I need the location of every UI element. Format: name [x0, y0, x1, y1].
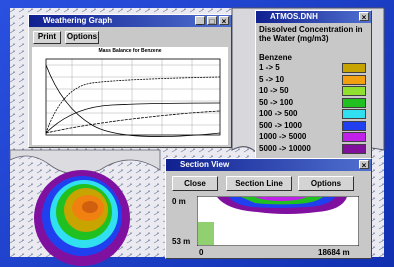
- close-x[interactable]: ×: [359, 12, 369, 21]
- legend-swatch: [342, 75, 366, 85]
- depth-top: 0 m: [172, 197, 186, 206]
- legend-label: 50 -> 100: [259, 98, 293, 107]
- close-x[interactable]: ×: [359, 160, 369, 169]
- distance-start: 0: [199, 248, 203, 257]
- window-title: Section View: [180, 160, 229, 169]
- weathering-window: Weathering Graph _□× Print Options Mass B…: [28, 14, 232, 148]
- chart-area: Mass Balance for Benzene: [32, 47, 228, 145]
- legend-label: 5000 -> 10000: [259, 144, 311, 153]
- substance: Benzene: [259, 53, 292, 62]
- section-window: Section View × Close Section Line Options…: [165, 158, 372, 259]
- legend-heading: Dissolved Concentration in the Water (mg…: [259, 25, 369, 43]
- options-button[interactable]: Options: [65, 31, 99, 44]
- distance-end: 18684 m: [318, 248, 350, 257]
- maximize[interactable]: □: [207, 16, 217, 25]
- legend-label: 5 -> 10: [259, 75, 284, 84]
- legend-swatch: [342, 98, 366, 108]
- legend-swatch: [342, 63, 366, 73]
- close-button[interactable]: Close: [172, 176, 218, 191]
- section-plot: [197, 196, 359, 246]
- legend-swatch: [342, 132, 366, 142]
- options-button[interactable]: Options: [298, 176, 354, 191]
- legend-swatch: [342, 144, 366, 154]
- close-x[interactable]: ×: [219, 16, 229, 25]
- title-bar: Weathering Graph _□×: [29, 15, 231, 27]
- depth-bottom: 53 m: [172, 237, 190, 246]
- section-line-button[interactable]: Section Line: [226, 176, 292, 191]
- legend-swatch: [342, 86, 366, 96]
- legend-swatch: [342, 121, 366, 131]
- title-bar: ATMOS.DNH ×: [256, 11, 371, 23]
- mini-chart: [32, 47, 228, 145]
- plume: [34, 170, 130, 266]
- legend-label: 10 -> 50: [259, 86, 289, 95]
- legend-label: 100 -> 500: [259, 109, 297, 118]
- window-title: Weathering Graph: [43, 16, 112, 25]
- legend-label: 1000 -> 5000: [259, 132, 306, 141]
- legend-label: 1 -> 5: [259, 63, 280, 72]
- legend-window: ATMOS.DNH × Dissolved Concentration in th…: [255, 10, 372, 160]
- screen: Weathering Graph_□× Print Options Mass B…: [0, 0, 394, 267]
- window-title: ATMOS.DNH: [270, 12, 318, 21]
- minimize[interactable]: _: [195, 16, 205, 25]
- print-button[interactable]: Print: [33, 31, 61, 44]
- legend-swatch: [342, 109, 366, 119]
- legend-label: 500 -> 1000: [259, 121, 302, 130]
- title-bar: Section View ×: [166, 159, 371, 171]
